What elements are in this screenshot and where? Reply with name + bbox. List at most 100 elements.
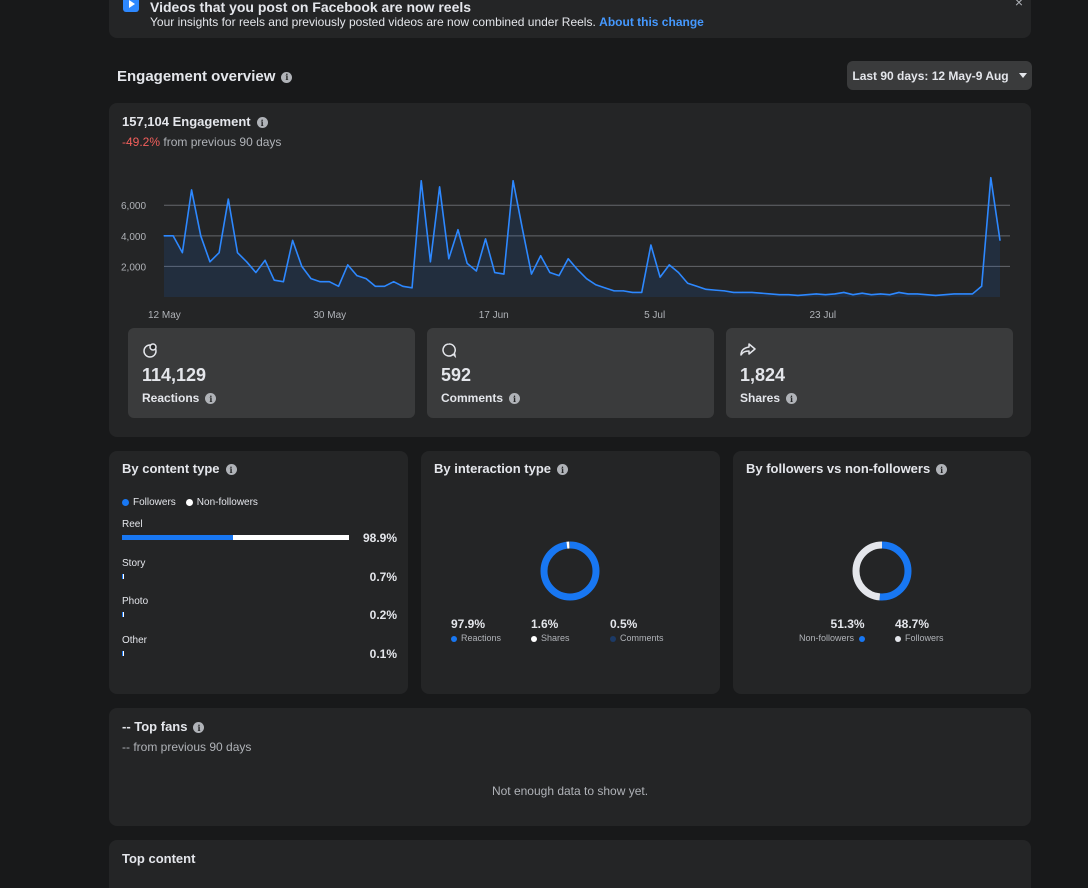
- data-point: [641, 291, 643, 294]
- data-point: [356, 274, 358, 277]
- donut-slice: [540, 541, 600, 601]
- data-point: [834, 293, 836, 295]
- content-type-row: Reel 98.9%: [122, 519, 397, 545]
- data-point: [751, 291, 753, 294]
- engagement-change: -49.2% from previous 90 days: [122, 135, 281, 149]
- data-point: [466, 262, 468, 264]
- content-type-legend: Followers Non-followers: [122, 497, 258, 508]
- donut-slice: [540, 541, 600, 601]
- about-change-link[interactable]: About this change: [599, 15, 704, 29]
- info-icon[interactable]: i: [193, 722, 205, 734]
- shares-stat: 1,824 Shares i: [726, 328, 1013, 418]
- data-point: [898, 291, 900, 294]
- content-type-row: Story 0.7%: [122, 558, 397, 584]
- data-point: [999, 239, 1001, 242]
- content-type-title: By content type i: [122, 461, 237, 476]
- non-followers-legend-label: Non-followers: [799, 633, 865, 643]
- data-point: [190, 189, 193, 191]
- reactions-legend: 97.9% Reactions: [451, 617, 501, 643]
- interaction-donut-chart: [540, 541, 600, 601]
- data-point: [319, 281, 321, 283]
- data-point: [484, 238, 487, 240]
- data-point: [916, 293, 918, 295]
- shares-legend: 1.6% Shares: [531, 617, 570, 643]
- content-type-title-text: By content type: [122, 461, 220, 476]
- content-type-bar: [122, 651, 124, 656]
- data-point: [209, 261, 211, 263]
- engagement-overview-card: 157,104 Engagement i -49.2% from previous…: [109, 103, 1031, 437]
- data-point: [815, 293, 817, 295]
- top-fans-subtitle: -- from previous 90 days: [122, 740, 252, 754]
- reactions-pct: 97.9%: [451, 617, 486, 631]
- data-point: [402, 285, 404, 287]
- info-icon[interactable]: i: [509, 393, 521, 405]
- non-followers-legend-text: Non-followers: [799, 633, 855, 643]
- info-icon[interactable]: i: [557, 464, 569, 476]
- data-point: [558, 274, 560, 277]
- date-range-dropdown[interactable]: Last 90 days: 12 May-9 Aug: [847, 61, 1032, 90]
- close-icon[interactable]: ×: [1014, 0, 1023, 10]
- followers-card: By followers vs non-followers i 51.3% Non…: [733, 451, 1031, 694]
- content-type-row: Other 0.1%: [122, 635, 397, 661]
- data-point: [981, 285, 983, 287]
- data-point: [962, 293, 964, 295]
- top-content-card: Top content: [109, 840, 1031, 888]
- data-point: [246, 261, 248, 263]
- data-point: [953, 293, 955, 295]
- data-point: [227, 198, 229, 200]
- data-point: [870, 294, 872, 296]
- data-point: [218, 252, 220, 254]
- followers-title: By followers vs non-followers i: [746, 461, 948, 476]
- followers-legend-label: Followers: [895, 633, 944, 643]
- banner-text: Your insights for reels and previously p…: [150, 15, 704, 29]
- non-followers-legend: 51.3% Non-followers: [799, 617, 865, 643]
- data-point: [576, 268, 579, 271]
- data-point: [585, 278, 588, 280]
- info-icon[interactable]: i: [225, 464, 237, 476]
- info-icon[interactable]: i: [281, 71, 293, 83]
- info-icon[interactable]: i: [256, 117, 268, 129]
- followers-pct: 48.7%: [895, 617, 930, 631]
- content-type-pct: 0.1%: [369, 647, 397, 661]
- reactions-legend-label: Reactions: [451, 633, 501, 643]
- x-tick-label: 5 Jul: [644, 310, 665, 321]
- data-point: [264, 259, 266, 261]
- data-point: [907, 293, 909, 295]
- comments-pct: 0.5%: [610, 617, 638, 631]
- data-point: [824, 294, 827, 296]
- data-point: [383, 285, 386, 287]
- info-icon[interactable]: i: [786, 393, 798, 405]
- non-followers-dot-icon: [185, 498, 193, 506]
- interaction-type-card: By interaction type i 97.9% Reactions 1.6…: [421, 451, 720, 694]
- data-point: [889, 294, 891, 296]
- shares-dot-icon: [531, 635, 537, 642]
- top-fans-title: -- Top fans i: [122, 719, 205, 734]
- data-point: [439, 186, 441, 188]
- data-point: [521, 227, 523, 229]
- data-point: [282, 281, 285, 283]
- data-point: [200, 235, 202, 237]
- followers-bar-fill: [122, 574, 124, 579]
- data-point: [292, 239, 294, 242]
- data-point: [742, 291, 744, 294]
- info-icon[interactable]: i: [936, 464, 948, 476]
- data-point: [861, 292, 863, 294]
- caret-down-icon: [1018, 73, 1027, 78]
- top-fans-card: -- Top fans i -- from previous 90 days No…: [109, 708, 1031, 826]
- comments-stat: 592 Comments i: [427, 328, 714, 418]
- banner-description: Your insights for reels and previously p…: [150, 15, 596, 29]
- info-icon[interactable]: i: [205, 393, 217, 405]
- data-point: [788, 294, 790, 296]
- content-type-label: Story: [122, 558, 146, 569]
- followers-title-text: By followers vs non-followers: [746, 461, 931, 476]
- interaction-type-title-text: By interaction type: [434, 461, 552, 476]
- content-type-label: Photo: [122, 596, 149, 607]
- data-point: [944, 294, 946, 296]
- content-type-card: By content type i Followers Non-followers…: [109, 451, 408, 694]
- legend-non-followers: Non-followers: [185, 497, 258, 508]
- followers-dot-icon: [895, 635, 901, 642]
- followers-bar-fill: [122, 612, 124, 617]
- content-type-pct: 0.7%: [369, 570, 397, 584]
- data-point: [163, 235, 165, 237]
- data-point: [393, 281, 395, 283]
